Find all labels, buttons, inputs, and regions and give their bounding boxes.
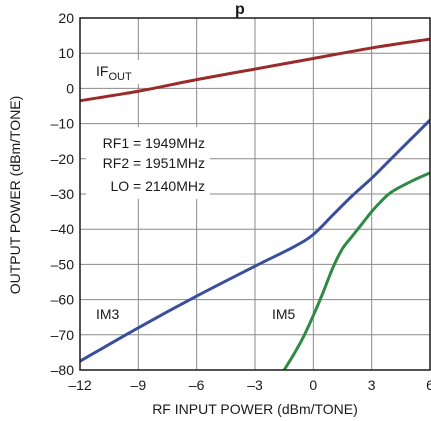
y-tick-label: –50 bbox=[51, 256, 75, 272]
chart-title: p bbox=[235, 1, 245, 18]
annotation-bg-if-out bbox=[94, 60, 142, 84]
y-axis-label: OUTPUT POWER (dBm/TONE) bbox=[7, 96, 23, 295]
x-tick-label: 6 bbox=[426, 377, 431, 393]
series-line-im3 bbox=[80, 118, 430, 363]
grid bbox=[80, 18, 430, 370]
x-tick-label: 3 bbox=[368, 377, 376, 393]
y-tick-label: 10 bbox=[58, 45, 74, 61]
annotation-rf1: RF1 = 1949MHz bbox=[103, 135, 205, 151]
annotation-rf2: RF2 = 1951MHz bbox=[103, 155, 205, 171]
annotation-lo: LO = 2140MHz bbox=[110, 178, 205, 194]
x-tick-label: 0 bbox=[309, 377, 317, 393]
annotation-bg-conditions bbox=[86, 127, 210, 199]
y-tick-label: –70 bbox=[51, 327, 75, 343]
series-line-im5 bbox=[282, 171, 430, 370]
y-tick-labels: 20 10 0 –10 –20 –30 –40 –50 –60 –70 –80 bbox=[51, 10, 75, 378]
y-tick-label: 0 bbox=[66, 80, 74, 96]
annotation-im3: IM3 bbox=[96, 306, 120, 322]
y-tick-label: –80 bbox=[51, 362, 75, 378]
x-tick-label: –6 bbox=[189, 377, 205, 393]
y-tick-label: –40 bbox=[51, 221, 75, 237]
annotation-bg-im5 bbox=[270, 304, 304, 324]
y-tick-label: –30 bbox=[51, 186, 75, 202]
series-line-if-out bbox=[80, 37, 430, 103]
y-tick-label: 20 bbox=[58, 10, 74, 26]
y-tick-label: –60 bbox=[51, 292, 75, 308]
x-tick-label: –12 bbox=[68, 377, 92, 393]
annotation-im5: IM5 bbox=[272, 306, 296, 322]
x-tick-label: –3 bbox=[247, 377, 263, 393]
plot-frame bbox=[79, 17, 431, 371]
y-tick-label: –20 bbox=[51, 151, 75, 167]
x-axis-label: RF INPUT POWER (dBm/TONE) bbox=[152, 401, 358, 417]
annotation-if-out-main: IF bbox=[96, 63, 108, 79]
annotation-if-out: IFOUT bbox=[96, 63, 132, 83]
x-tick-labels: –12 –9 –6 –3 0 3 6 bbox=[68, 377, 431, 393]
x-tick-label: –9 bbox=[131, 377, 147, 393]
y-tick-label: –10 bbox=[51, 116, 75, 132]
annotation-bg-im3 bbox=[94, 304, 128, 324]
series-layer bbox=[80, 37, 430, 370]
annotation-if-out-sub: OUT bbox=[108, 71, 132, 83]
